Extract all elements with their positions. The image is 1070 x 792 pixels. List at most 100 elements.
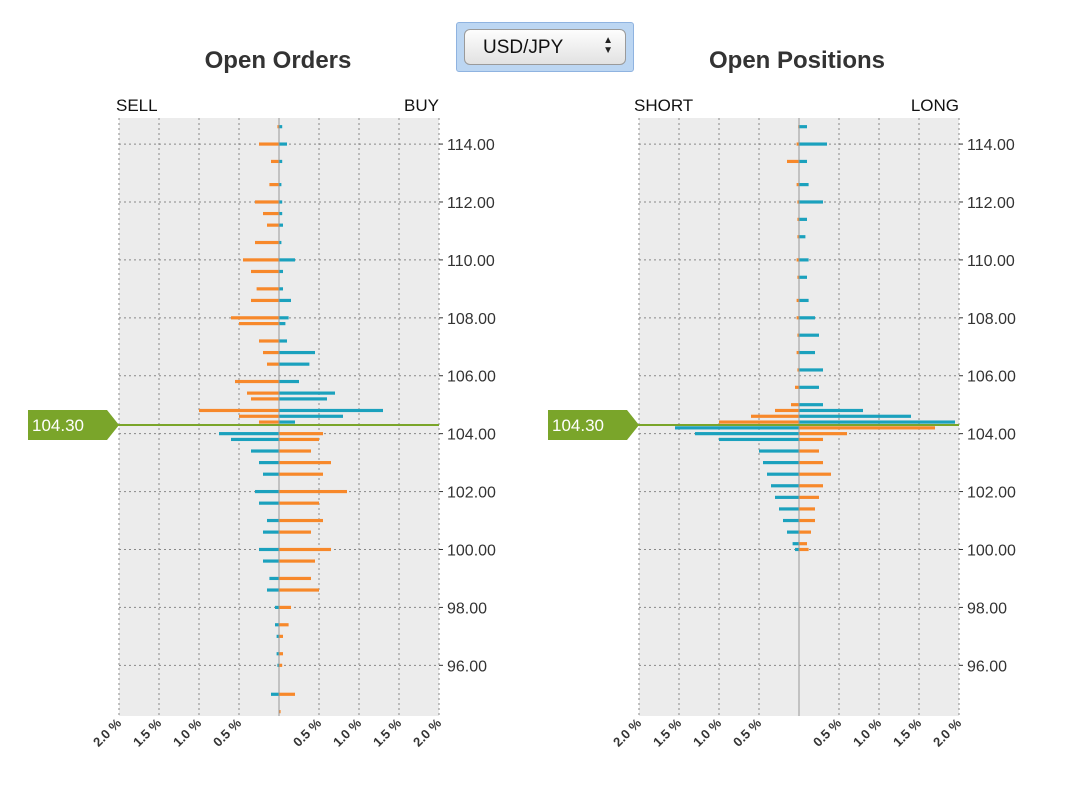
bar-buy	[279, 322, 286, 326]
y-tick-label: 100.00	[447, 542, 496, 559]
right-side-label: LONG	[911, 96, 959, 115]
bar-sell	[275, 605, 279, 609]
bar-long	[799, 350, 815, 355]
chart-title: Open Positions	[709, 47, 885, 74]
bar-buy	[279, 339, 287, 343]
bar-buy	[279, 437, 319, 442]
bar-buy	[279, 576, 311, 581]
bar-buy	[279, 350, 315, 355]
x-tick-label: 1.0 %	[170, 715, 204, 749]
bar-short	[751, 414, 799, 418]
bar-sell	[269, 576, 279, 581]
y-tick-label: 100.00	[967, 542, 1016, 559]
bar-short	[796, 316, 799, 320]
bar-sell	[263, 211, 279, 216]
bar-short	[787, 530, 799, 534]
bar-sell	[243, 258, 279, 262]
y-tick-label: 102.00	[447, 485, 496, 502]
bar-buy	[279, 559, 315, 563]
x-tick-label: 1.5 %	[370, 715, 404, 749]
x-tick-label: 2.0 %	[610, 715, 644, 749]
bar-long	[799, 200, 823, 204]
bar-short	[797, 333, 799, 337]
bar-buy	[279, 200, 283, 204]
bar-short	[796, 350, 799, 355]
bar-sell	[259, 142, 279, 146]
bar-sell	[277, 663, 279, 667]
bar-buy	[279, 472, 323, 476]
bar-long	[799, 217, 807, 221]
currency-pair-label: USD/JPY	[483, 37, 564, 58]
bar-buy	[279, 501, 319, 505]
bar-buy	[279, 269, 283, 274]
bar-sell	[231, 437, 279, 442]
currency-pair-select[interactable]: USD/JPY ▲ ▼	[464, 29, 626, 65]
bar-buy	[279, 391, 335, 395]
bar-long	[799, 472, 831, 476]
bar-buy	[279, 420, 295, 424]
current-price-label: 104.30	[32, 416, 84, 435]
bar-long	[799, 484, 823, 488]
bar-long	[799, 258, 809, 262]
y-tick-label: 104.00	[967, 427, 1016, 444]
bar-buy	[279, 634, 283, 638]
bar-sell	[259, 547, 279, 552]
bar-sell	[251, 269, 279, 274]
bar-long	[799, 368, 823, 372]
x-tick-label: 0.5 %	[290, 715, 324, 749]
bar-buy	[279, 518, 323, 523]
bar-buy	[279, 183, 282, 187]
right-side-label: BUY	[404, 96, 439, 115]
bar-buy	[279, 159, 283, 164]
bar-long	[799, 408, 863, 413]
bar-sell	[263, 472, 279, 476]
bar-long	[799, 507, 815, 511]
y-tick-label: 114.00	[967, 137, 1015, 154]
bar-sell	[259, 339, 279, 343]
y-tick-label: 106.00	[447, 369, 496, 386]
current-price-pointer	[548, 409, 639, 440]
bar-buy	[279, 258, 295, 262]
x-tick-label: 1.5 %	[890, 715, 924, 749]
current-price-pointer	[28, 409, 119, 440]
bar-long	[799, 461, 823, 465]
y-tick-label: 98.00	[447, 600, 487, 617]
bar-long	[799, 183, 809, 187]
bar-buy	[279, 710, 281, 714]
y-tick-label: 96.00	[967, 658, 1007, 675]
chart-title: Open Orders	[205, 47, 352, 74]
y-tick-label: 114.00	[447, 137, 495, 154]
bar-long	[799, 432, 847, 436]
bar-long	[799, 235, 806, 239]
x-tick-label: 1.0 %	[330, 715, 364, 749]
bar-buy	[279, 142, 287, 146]
bar-short	[763, 461, 799, 465]
bar-long	[799, 518, 815, 523]
bar-sell	[269, 183, 279, 187]
bar-sell	[256, 287, 279, 291]
bar-short	[795, 385, 799, 389]
bar-sell	[231, 316, 279, 320]
bar-buy	[279, 623, 289, 627]
left-side-label: SHORT	[634, 96, 693, 115]
bar-buy	[279, 432, 323, 436]
currency-pair-selector-frame: USD/JPY ▲ ▼	[456, 22, 634, 72]
chart-panel-2: Open Positions SHORT LONG 104.30 96.00 98.00 1…	[548, 47, 1016, 750]
bar-buy	[279, 298, 291, 303]
bar-long	[799, 275, 807, 279]
bar-buy	[279, 461, 331, 465]
bar-long	[799, 125, 807, 129]
bar-sell	[271, 159, 279, 164]
bar-buy	[279, 663, 283, 667]
bar-buy	[279, 652, 283, 656]
bar-long	[799, 159, 807, 164]
bar-buy	[279, 692, 295, 696]
bar-buy	[279, 287, 283, 291]
bar-buy	[279, 605, 291, 609]
bar-short	[775, 495, 799, 499]
y-tick-label: 112.00	[967, 195, 1015, 212]
y-tick-label: 112.00	[447, 195, 495, 212]
bar-buy	[279, 379, 299, 384]
